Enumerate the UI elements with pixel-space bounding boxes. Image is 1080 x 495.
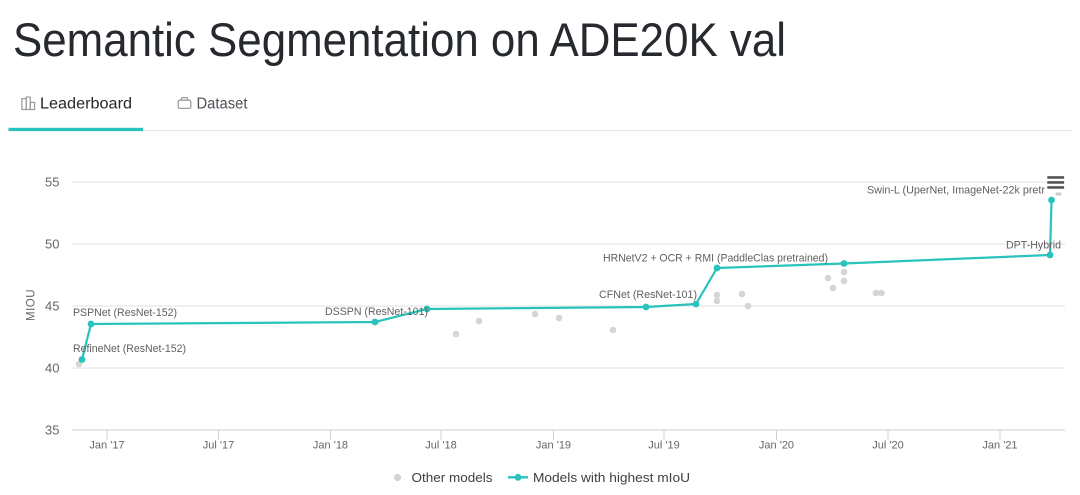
svg-text:DPT-Hybrid: DPT-Hybrid [1006, 240, 1061, 252]
svg-text:Dataset: Dataset [197, 96, 249, 113]
svg-text:DSSPN (ResNet-101): DSSPN (ResNet-101) [325, 306, 428, 318]
svg-text:50: 50 [45, 237, 59, 252]
svg-text:Models with highest mIoU: Models with highest mIoU [533, 470, 690, 485]
svg-text:Swin-L (UperNet, ImageNet-22k: Swin-L (UperNet, ImageNet-22k pretr [867, 185, 1045, 197]
svg-text:Jan '21: Jan '21 [982, 440, 1017, 452]
svg-text:Jul '20: Jul '20 [872, 440, 903, 452]
svg-text:MIOU: MIOU [26, 289, 38, 321]
svg-text:Jan '18: Jan '18 [313, 440, 348, 452]
svg-text:Jan '20: Jan '20 [759, 440, 794, 452]
svg-text:Jul '18: Jul '18 [425, 440, 456, 452]
svg-text:PSPNet (ResNet-152): PSPNet (ResNet-152) [73, 307, 177, 319]
svg-text:HRNetV2 + OCR + RMI (PaddleCla: HRNetV2 + OCR + RMI (PaddleClas pretrain… [603, 253, 828, 265]
svg-text:Other models: Other models [412, 470, 493, 485]
svg-text:35: 35 [45, 423, 59, 438]
svg-text:40: 40 [45, 361, 59, 376]
svg-text:Semantic Segmentation on ADE20: Semantic Segmentation on ADE20K val [13, 13, 786, 66]
svg-text:CFNet (ResNet-101): CFNet (ResNet-101) [599, 289, 697, 301]
svg-text:RefineNet (ResNet-152): RefineNet (ResNet-152) [73, 343, 186, 355]
svg-text:Jul '19: Jul '19 [648, 440, 679, 452]
svg-text:45: 45 [45, 299, 59, 314]
svg-text:Jan '17: Jan '17 [89, 440, 124, 452]
svg-text:55: 55 [45, 175, 59, 190]
svg-text:Leaderboard: Leaderboard [40, 96, 132, 113]
svg-text:Jul '17: Jul '17 [203, 440, 234, 452]
svg-text:Jan '19: Jan '19 [536, 440, 571, 452]
